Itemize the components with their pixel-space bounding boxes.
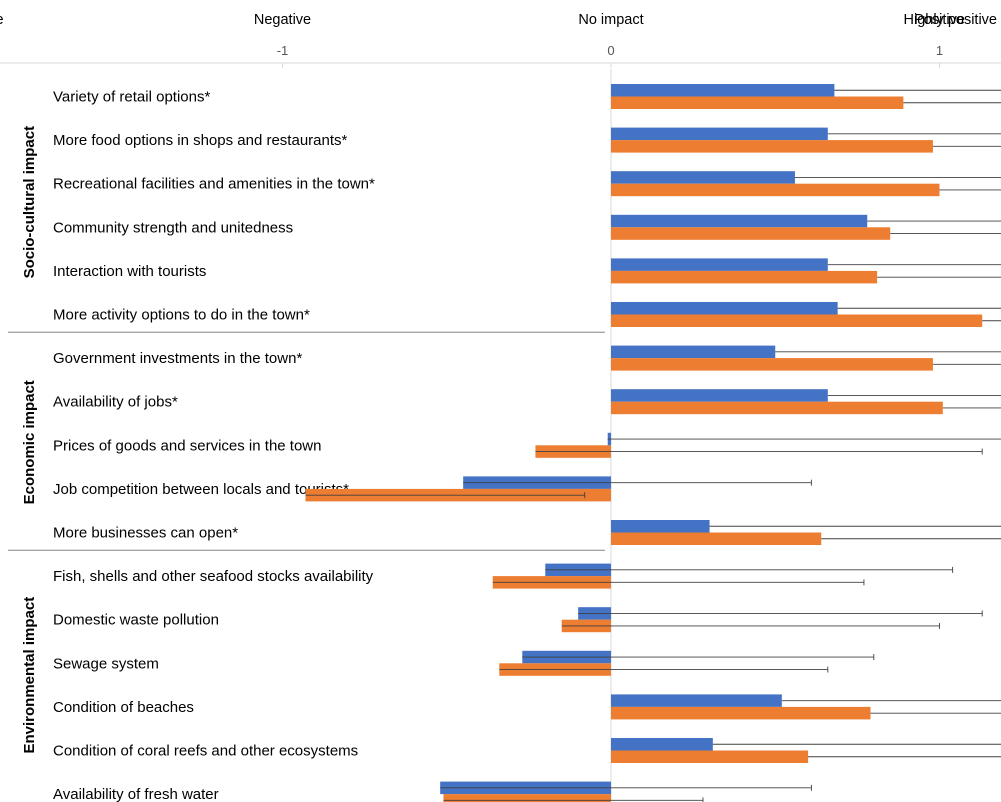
category-label: Condition of beaches — [53, 699, 194, 716]
category-label: Variety of retail options* — [53, 89, 210, 106]
group-labels: Socio-cultural impact Economic impact Envi… — [21, 126, 38, 754]
category-label: More activity options to do in the town* — [53, 307, 310, 324]
group-separators — [8, 331, 605, 551]
category-label: More food options in shops and restauran… — [53, 132, 348, 149]
scale-words: Highly negative Negative No impact Positive… — [0, 12, 997, 28]
bar-series-2 — [611, 358, 933, 371]
scale-word: Highly positive — [904, 12, 998, 28]
bar-series-2 — [611, 706, 871, 720]
x-tick-label: 1 — [936, 43, 943, 58]
bar-series-1 — [611, 520, 710, 533]
bar-series-1 — [611, 171, 795, 184]
category-label: Condition of coral reefs and other ecosy… — [53, 743, 358, 760]
bar-series-1 — [611, 738, 713, 751]
bar-series-2 — [611, 401, 943, 415]
category-label: Government investments in the town* — [53, 350, 302, 367]
bar-series-2 — [611, 750, 809, 763]
group-label: Environmental impact — [21, 597, 38, 754]
bar-series-2 — [611, 96, 904, 109]
error-bars — [305, 89, 1001, 802]
bar-series-2 — [611, 140, 933, 153]
bar-series-2 — [443, 794, 611, 802]
category-label: Job competition between locals and touri… — [53, 481, 349, 498]
bar-series-2 — [611, 270, 878, 284]
scale-word: Positive — [914, 12, 965, 28]
scale-word: Negative — [254, 12, 311, 28]
group-label: Socio-cultural impact — [21, 126, 38, 279]
bar-series-2 — [611, 227, 891, 240]
x-tick-label: -1 — [277, 43, 289, 58]
category-label: Interaction with tourists — [53, 263, 206, 280]
category-labels: Variety of retail options* More food opti… — [53, 89, 375, 802]
bar-series-1 — [611, 84, 835, 97]
bar-series-2 — [611, 532, 822, 545]
bar-series-1 — [611, 214, 868, 228]
x-tick-label: 0 — [607, 43, 614, 58]
category-label: Availability of jobs* — [53, 394, 178, 411]
bar-series-1 — [611, 302, 838, 315]
category-label: More businesses can open* — [53, 525, 238, 542]
bars — [305, 84, 983, 802]
bar-series-1 — [611, 345, 776, 359]
bar-series-2 — [611, 183, 940, 197]
bar-series-2 — [611, 314, 983, 327]
scale-word: Highly negative — [0, 12, 4, 28]
category-label: Availability of fresh water — [53, 786, 219, 802]
category-label: Fish, shells and other seafood stocks av… — [53, 568, 374, 585]
category-label: Recreational facilities and amenities in… — [53, 176, 375, 193]
group-label: Economic impact — [21, 380, 38, 504]
category-label: Sewage system — [53, 655, 159, 672]
scale-word: No impact — [578, 12, 643, 28]
bar-series-1 — [611, 389, 828, 402]
category-label: Community strength and unitedness — [53, 219, 293, 236]
bar-series-1 — [611, 258, 828, 271]
bar-series-1 — [611, 127, 828, 141]
category-label: Prices of goods and services in the town — [53, 437, 321, 454]
x-axis: -2-1012 — [0, 43, 1001, 800]
category-label: Domestic waste pollution — [53, 612, 219, 629]
bar-series-1 — [611, 694, 782, 707]
